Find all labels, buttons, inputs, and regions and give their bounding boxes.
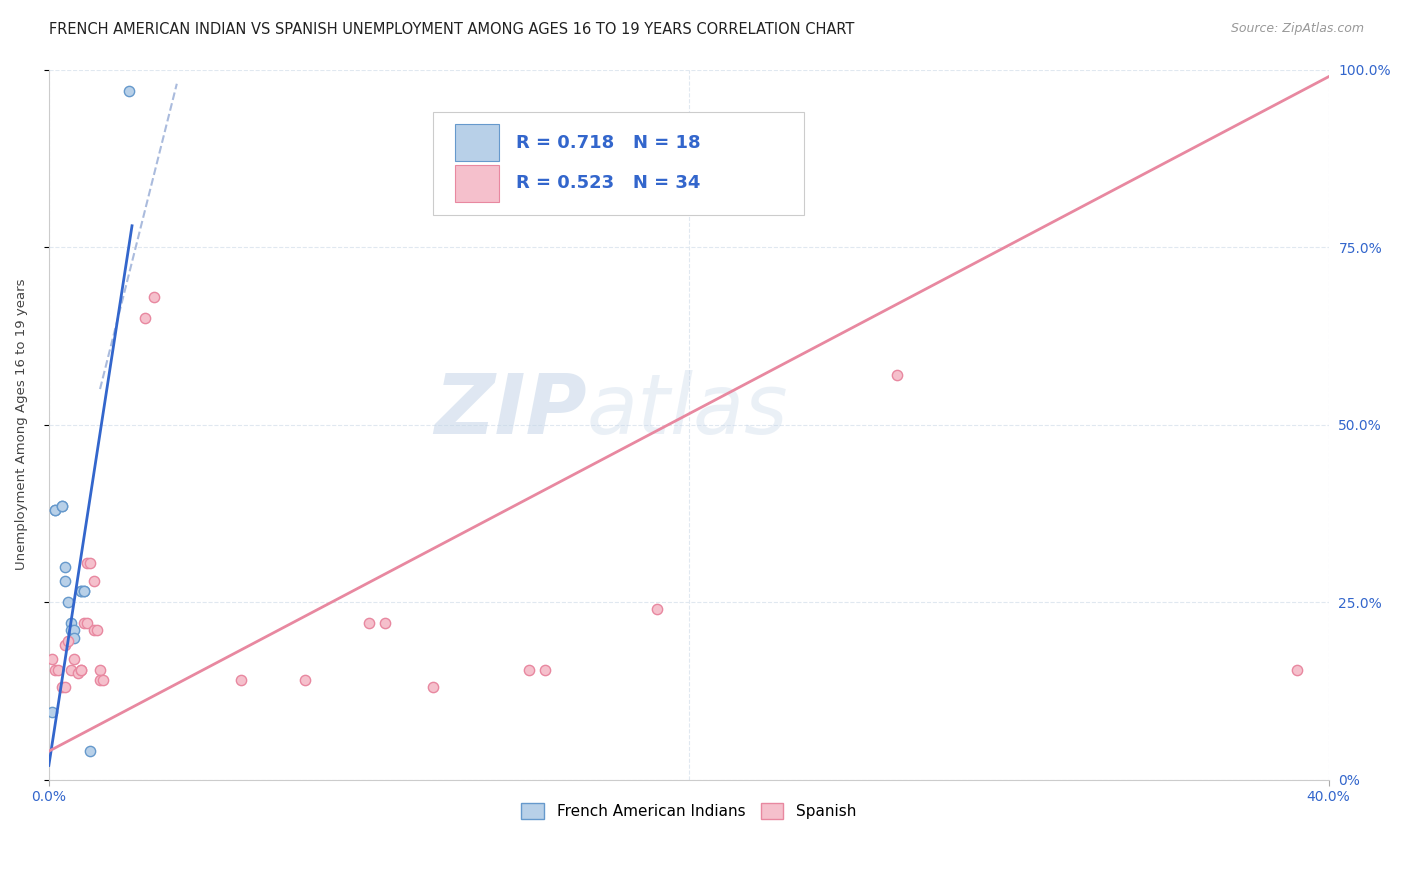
Point [41, 652, 63, 666]
Point [229, 673, 252, 688]
Point [66, 666, 89, 681]
Point [1285, 663, 1308, 677]
Text: R = 0.718   N = 18: R = 0.718 N = 18 [516, 134, 700, 152]
Point [86, 624, 108, 638]
Point [44, 503, 66, 517]
Point [63, 652, 86, 666]
Point [53, 559, 76, 574]
Point [76, 616, 98, 631]
Point [118, 84, 141, 98]
Point [89, 673, 111, 688]
Point [79, 556, 101, 570]
Legend: French American Indians, Spanish: French American Indians, Spanish [516, 797, 862, 825]
Point [134, 311, 156, 326]
Point [69, 584, 91, 599]
Point [63, 624, 86, 638]
Point [53, 638, 76, 652]
Point [83, 574, 105, 588]
Point [69, 663, 91, 677]
Point [83, 624, 105, 638]
Point [533, 663, 555, 677]
Point [422, 681, 444, 695]
Point [51, 500, 73, 514]
Point [91, 673, 114, 688]
Text: FRENCH AMERICAN INDIAN VS SPANISH UNEMPLOYMENT AMONG AGES 16 TO 19 YEARS CORRELA: FRENCH AMERICAN INDIAN VS SPANISH UNEMPL… [49, 22, 855, 37]
Point [56, 595, 79, 609]
Point [76, 556, 98, 570]
Y-axis label: Unemployment Among Ages 16 to 19 years: Unemployment Among Ages 16 to 19 years [15, 279, 28, 570]
Point [73, 584, 96, 599]
Point [60, 616, 83, 631]
Point [60, 624, 83, 638]
Point [374, 616, 396, 631]
Point [294, 673, 316, 688]
Point [41, 705, 63, 719]
Point [69, 663, 91, 677]
FancyBboxPatch shape [433, 112, 804, 215]
Text: ZIP: ZIP [433, 370, 586, 450]
Point [89, 663, 111, 677]
Text: atlas: atlas [586, 370, 787, 450]
Text: R = 0.523   N = 34: R = 0.523 N = 34 [516, 174, 700, 192]
Point [79, 744, 101, 758]
Point [357, 616, 380, 631]
Point [886, 368, 908, 382]
Point [44, 503, 66, 517]
Point [51, 681, 73, 695]
Bar [454, 124, 499, 161]
Point [73, 584, 96, 599]
Point [73, 616, 96, 631]
Point [56, 634, 79, 648]
Point [48, 663, 70, 677]
Text: Source: ZipAtlas.com: Source: ZipAtlas.com [1230, 22, 1364, 36]
Point [645, 602, 668, 616]
Point [44, 663, 66, 677]
Point [53, 574, 76, 588]
Point [51, 500, 73, 514]
Point [53, 681, 76, 695]
Point [69, 584, 91, 599]
Point [143, 290, 166, 304]
Point [63, 631, 86, 645]
Point [60, 663, 83, 677]
Bar [454, 165, 499, 202]
Point [517, 663, 540, 677]
